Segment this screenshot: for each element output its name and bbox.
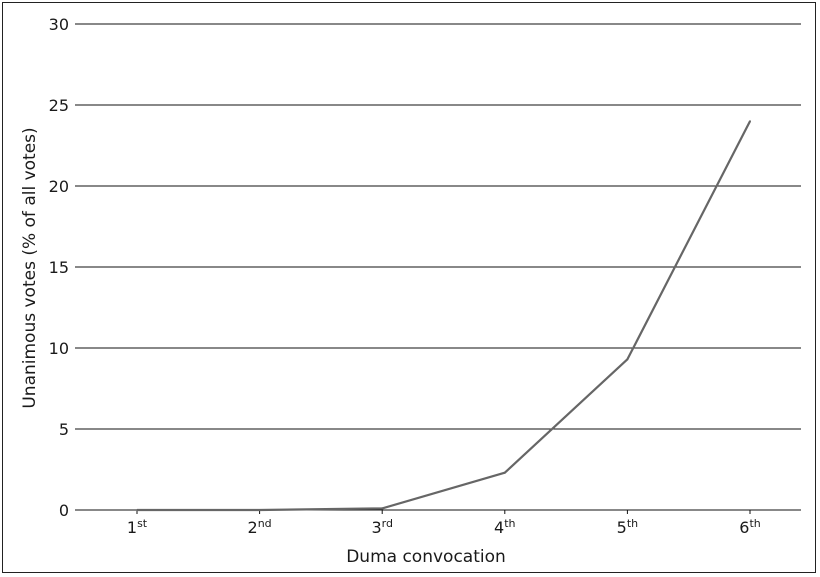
y-tick-label: 25 xyxy=(49,96,69,115)
x-tick-label: 1st xyxy=(127,517,148,537)
gridlines xyxy=(75,23,801,514)
y-tick-label: 0 xyxy=(59,501,69,520)
series xyxy=(136,120,751,512)
data-point xyxy=(136,509,138,511)
data-point xyxy=(258,509,261,511)
data-point xyxy=(381,507,384,510)
y-tick-label: 20 xyxy=(49,177,69,196)
data-point xyxy=(626,358,629,361)
x-tick-label: 5th xyxy=(617,517,639,537)
y-tick-label: 30 xyxy=(49,15,69,34)
y-axis-title: Unanimous votes (% of all votes) xyxy=(20,127,40,408)
y-tick-labels: 0 5 10 15 20 25 30 xyxy=(49,15,69,520)
y-tick-label: 15 xyxy=(49,258,69,277)
x-tick-label: 3rd xyxy=(371,517,393,537)
y-tick-label: 10 xyxy=(49,339,69,358)
data-point xyxy=(503,471,506,474)
y-tick-label: 5 xyxy=(59,420,69,439)
series-line xyxy=(137,120,751,512)
x-tick-label: 4th xyxy=(494,517,516,537)
x-tick-label: 6th xyxy=(739,517,761,537)
data-point xyxy=(749,120,751,123)
x-axis-title: Duma convocation xyxy=(346,547,506,567)
x-tick-labels: 1st 2nd 3rd 4th 5th 6th xyxy=(127,517,761,537)
x-tick-label: 2nd xyxy=(248,517,272,537)
